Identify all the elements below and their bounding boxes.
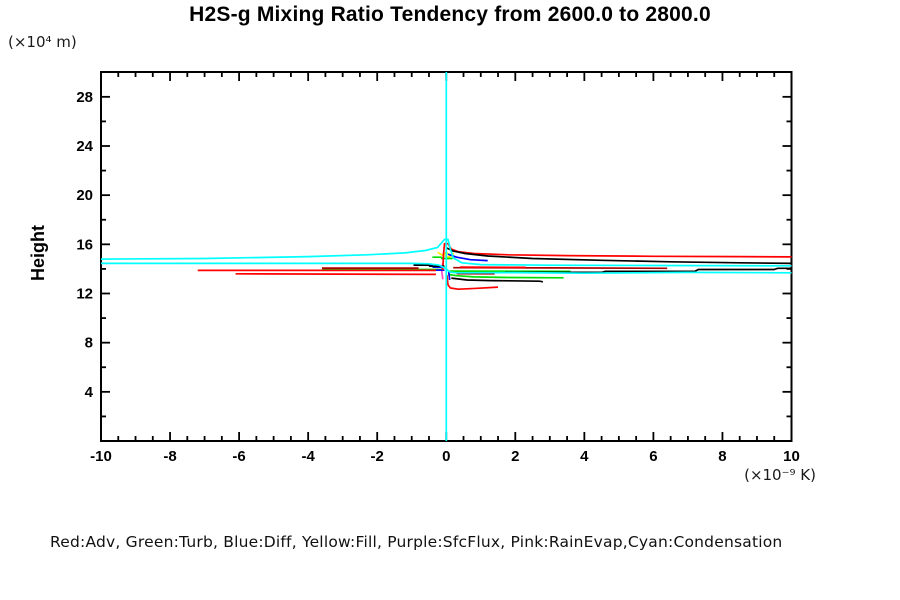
x-tick-label: -2 <box>371 448 384 465</box>
series-adv-red-main <box>441 242 792 271</box>
y-axis-unit-label: (×10⁴ m) <box>8 33 77 51</box>
y-tick-label: 20 <box>76 187 93 204</box>
y-tick-label: 12 <box>76 285 93 302</box>
series-turb-green-bump <box>432 256 453 260</box>
x-axis-unit-label: (×10⁻⁹ K) <box>744 466 816 484</box>
x-tick-label: 0 <box>442 448 450 465</box>
x-tick-label: 2 <box>511 448 519 465</box>
x-tick-label: 8 <box>718 448 726 465</box>
series-adv-red-left-lower <box>235 272 436 276</box>
x-tick-label: -6 <box>232 448 245 465</box>
y-tick-label: 28 <box>76 89 93 106</box>
x-tick-label: -4 <box>301 448 315 465</box>
y-tick-label: 4 <box>85 384 94 401</box>
series-black-net-left <box>413 264 445 268</box>
x-tick-label: 6 <box>649 448 657 465</box>
series-adv-red-hook-below <box>446 275 499 291</box>
x-tick-label: 10 <box>783 448 800 465</box>
series-condensation-cyan-lower <box>101 262 792 275</box>
x-tick-label: 4 <box>580 448 589 465</box>
series-diff-blue-center-vertical <box>447 271 451 281</box>
x-tick-label: -10 <box>90 448 112 465</box>
series-black-net-below-center <box>451 277 544 283</box>
x-tick-label: -8 <box>163 448 176 465</box>
y-tick-label: 16 <box>76 236 93 253</box>
y-tick-label: 24 <box>76 138 93 155</box>
chart-title: H2S-g Mixing Ratio Tendency from 2600.0 … <box>189 3 711 26</box>
y-tick-label: 8 <box>85 335 93 352</box>
series-black-net-upper-right <box>446 247 792 265</box>
legend-text: Red:Adv, Green:Turb, Blue:Diff, Yellow:F… <box>50 533 783 551</box>
series-turb-green-below <box>447 273 564 279</box>
